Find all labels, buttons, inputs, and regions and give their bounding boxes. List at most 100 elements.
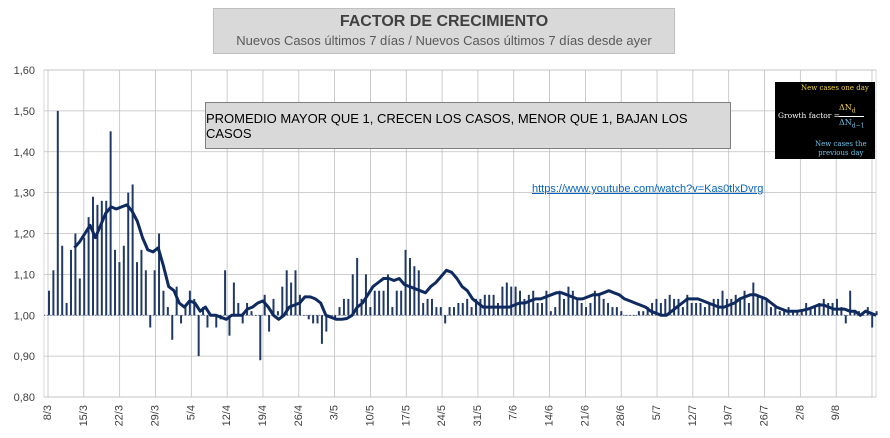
bar [114, 249, 117, 316]
bar [61, 245, 64, 316]
bar [316, 315, 319, 324]
bar [259, 315, 262, 361]
bar [501, 286, 504, 316]
formula-numerator: ΔNd [839, 103, 856, 115]
bar [589, 302, 592, 316]
bar [351, 274, 354, 316]
x-tick-label: 14/6 [544, 405, 556, 426]
bar [426, 298, 429, 316]
bar [118, 262, 121, 316]
bar [483, 294, 486, 316]
bar [197, 315, 200, 357]
bar [448, 307, 451, 316]
bar [769, 307, 772, 316]
bar [541, 302, 544, 316]
annotation-text: PROMEDIO MAYOR QUE 1, CRECEN LOS CASOS, … [206, 110, 688, 141]
youtube-link[interactable]: https://www.youtube.com/watch?v=Kas0tlxD… [532, 183, 764, 195]
bar [312, 315, 315, 324]
bar [624, 315, 627, 316]
chart-title-box: FACTOR DE CRECIMIENTO Nuevos Casos últim… [213, 8, 675, 54]
bar [646, 307, 649, 316]
bar [668, 294, 671, 316]
bar [752, 282, 755, 316]
bar [853, 311, 856, 316]
y-tick-label: 1,40 [14, 147, 35, 159]
bar [712, 298, 715, 316]
y-tick-label: 1,00 [14, 310, 35, 322]
bar [571, 290, 574, 316]
bar [224, 270, 227, 316]
bar [576, 298, 579, 316]
chart-subtitle: Nuevos Casos últimos 7 días / Nuevos Cas… [236, 33, 652, 48]
bar [558, 290, 561, 316]
bar [563, 298, 566, 316]
bar [721, 290, 724, 316]
bar [818, 302, 821, 316]
bar [78, 278, 81, 316]
bar [452, 307, 455, 316]
bar [171, 315, 174, 340]
bar [527, 294, 530, 316]
bar [232, 282, 235, 316]
bar [800, 311, 803, 316]
bar [475, 298, 477, 316]
bar [637, 311, 640, 316]
bar [840, 307, 843, 316]
bar [325, 315, 328, 332]
formula-lhs: Growth factor = [778, 111, 840, 120]
bar [796, 311, 799, 316]
x-tick-label: 15/3 [78, 405, 90, 426]
bar [162, 290, 165, 316]
formula-label-bottom: New cases the previous day [815, 140, 867, 157]
bar [466, 298, 469, 316]
bar [492, 294, 495, 316]
bar [761, 298, 764, 316]
formula-label-top: New cases one day [801, 84, 869, 92]
bar [400, 290, 403, 316]
bar [395, 290, 398, 316]
bar [356, 258, 359, 316]
bar [180, 315, 183, 324]
bar [391, 307, 394, 316]
bar [175, 286, 178, 316]
bar [681, 307, 684, 316]
bar [567, 286, 570, 316]
bar [510, 286, 513, 316]
bar [131, 184, 134, 316]
bar [580, 302, 583, 316]
bar [514, 286, 517, 316]
bar [659, 302, 662, 316]
x-tick-label: 2/8 [794, 405, 806, 420]
average-line [73, 203, 877, 321]
bar [470, 307, 473, 316]
bar [497, 302, 499, 316]
bar [585, 307, 588, 316]
bar [202, 307, 205, 316]
annotation-box: PROMEDIO MAYOR QUE 1, CRECEN LOS CASOS, … [205, 102, 731, 149]
chart-title: FACTOR DE CRECIMIENTO [339, 13, 549, 30]
bar [765, 298, 768, 316]
bar [413, 266, 416, 316]
formula-denominator: ΔNd−1 [839, 116, 865, 130]
bar [303, 315, 306, 316]
bar [307, 315, 310, 320]
bar [215, 315, 218, 328]
bar [329, 315, 332, 316]
bar [523, 298, 526, 316]
y-tick-label: 1,10 [14, 269, 35, 281]
bar [140, 249, 143, 316]
bar [813, 307, 816, 316]
bar [875, 311, 878, 316]
bar [87, 217, 90, 316]
x-tick-label: 26/7 [759, 405, 771, 426]
bar [290, 282, 293, 316]
bar [871, 315, 874, 328]
bar [70, 249, 72, 316]
bar [241, 315, 244, 324]
bar [276, 311, 279, 316]
bar [166, 307, 169, 316]
bar [439, 307, 442, 316]
bar [549, 311, 552, 316]
growth-factor-formula-image: New cases one day Growth factor = ΔNd ΔN… [775, 82, 875, 159]
bar [734, 294, 737, 316]
